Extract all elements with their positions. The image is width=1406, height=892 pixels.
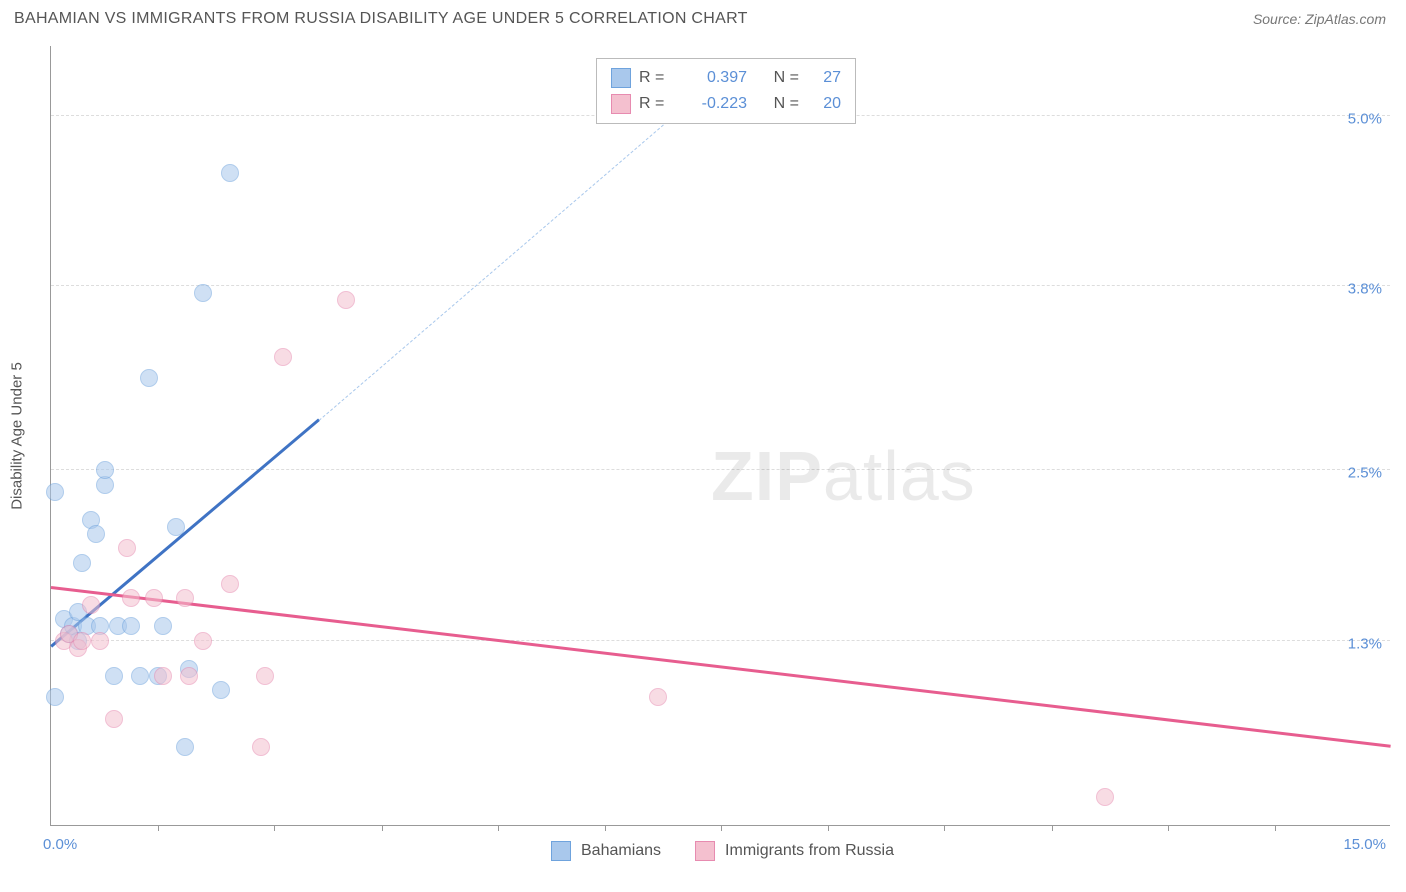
trend-line — [319, 98, 695, 421]
data-point — [105, 710, 123, 728]
data-point — [131, 667, 149, 685]
data-point — [46, 483, 64, 501]
data-point — [73, 632, 91, 650]
data-point — [221, 164, 239, 182]
x-tick — [721, 825, 722, 831]
data-point — [274, 348, 292, 366]
x-min-label: 0.0% — [43, 836, 77, 853]
x-tick — [944, 825, 945, 831]
data-point — [256, 667, 274, 685]
data-point — [649, 688, 667, 706]
legend-swatch — [611, 68, 631, 88]
legend-swatch — [551, 841, 571, 861]
chart-title: BAHAMIAN VS IMMIGRANTS FROM RUSSIA DISAB… — [14, 10, 748, 28]
x-tick — [1168, 825, 1169, 831]
correlation-legend: R =0.397N =27R =-0.223N =20 — [596, 58, 856, 124]
y-tick-label: 2.5% — [1348, 465, 1382, 482]
data-point — [194, 284, 212, 302]
data-point — [87, 525, 105, 543]
y-tick-label: 5.0% — [1348, 110, 1382, 127]
legend-row: R =-0.223N =20 — [611, 91, 841, 117]
data-point — [194, 632, 212, 650]
data-point — [176, 589, 194, 607]
data-point — [180, 667, 198, 685]
x-tick — [382, 825, 383, 831]
watermark: ZIPatlas — [711, 436, 976, 516]
chart-header: BAHAMIAN VS IMMIGRANTS FROM RUSSIA DISAB… — [0, 0, 1406, 34]
data-point — [221, 575, 239, 593]
source-label: Source: ZipAtlas.com — [1253, 11, 1386, 27]
x-tick — [158, 825, 159, 831]
x-tick — [1275, 825, 1276, 831]
legend-row: R =0.397N =27 — [611, 65, 841, 91]
legend-label: Bahamians — [581, 842, 661, 860]
data-point — [96, 461, 114, 479]
data-point — [176, 738, 194, 756]
series-legend: Bahamians Immigrants from Russia — [551, 841, 918, 861]
x-tick — [1052, 825, 1053, 831]
y-tick-label: 1.3% — [1348, 635, 1382, 652]
y-axis-label: Disability Age Under 5 — [9, 362, 26, 510]
gridline — [51, 469, 1390, 470]
data-point — [337, 291, 355, 309]
legend-swatch — [695, 841, 715, 861]
data-point — [140, 369, 158, 387]
data-point — [82, 596, 100, 614]
y-tick-label: 3.8% — [1348, 281, 1382, 298]
x-max-label: 15.0% — [1343, 836, 1386, 853]
x-tick — [828, 825, 829, 831]
data-point — [122, 589, 140, 607]
data-point — [252, 738, 270, 756]
data-point — [1096, 788, 1114, 806]
gridline — [51, 640, 1390, 641]
data-point — [154, 667, 172, 685]
x-tick — [498, 825, 499, 831]
data-point — [145, 589, 163, 607]
data-point — [118, 539, 136, 557]
data-point — [154, 617, 172, 635]
data-point — [167, 518, 185, 536]
gridline — [51, 285, 1390, 286]
data-point — [91, 632, 109, 650]
legend-swatch — [611, 94, 631, 114]
scatter-chart: Disability Age Under 5 1.3%2.5%3.8%5.0%0… — [50, 46, 1390, 826]
x-tick — [274, 825, 275, 831]
data-point — [212, 681, 230, 699]
data-point — [105, 667, 123, 685]
data-point — [46, 688, 64, 706]
data-point — [73, 554, 91, 572]
data-point — [122, 617, 140, 635]
x-tick — [605, 825, 606, 831]
legend-label: Immigrants from Russia — [725, 842, 894, 860]
trend-line — [51, 586, 1391, 747]
